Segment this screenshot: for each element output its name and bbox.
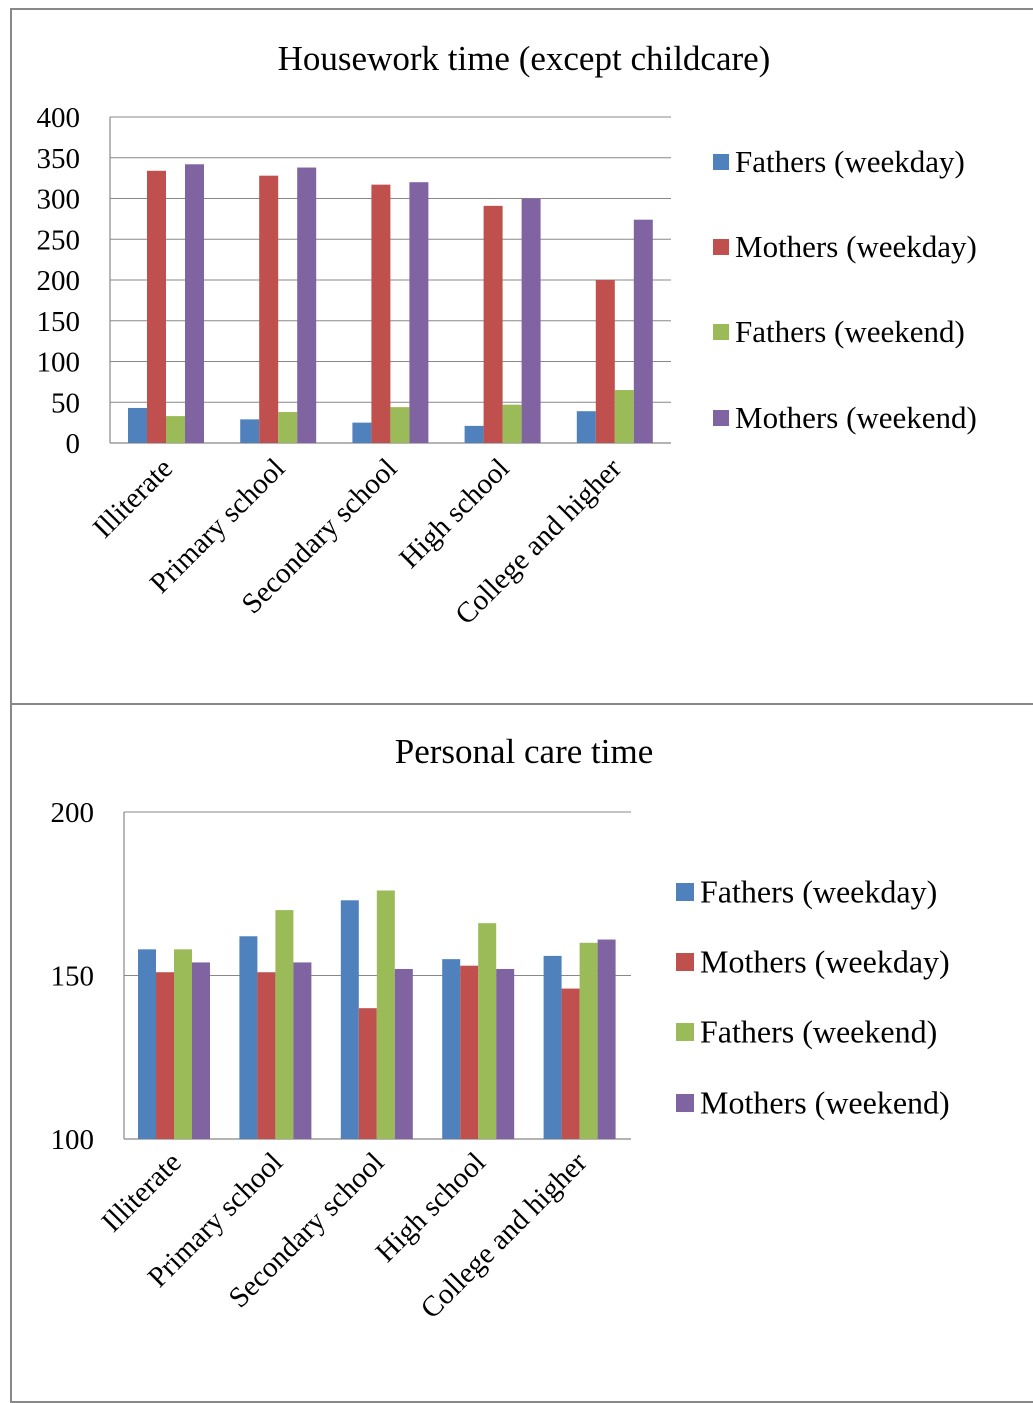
legend-label-housework-1: Mothers (weekday) — [735, 229, 977, 264]
bar-housework-1-2 — [278, 412, 298, 443]
legend-label-personal-care-1: Mothers (weekday) — [700, 944, 950, 980]
legend-label-housework-3: Mothers (weekend) — [735, 400, 977, 435]
legend-swatch-housework-3 — [713, 410, 729, 426]
bar-personal-care-4-0 — [543, 955, 562, 1139]
y-tick-label-housework-50: 50 — [51, 387, 80, 419]
category-label-personal-care-0: Illiterate — [96, 1146, 188, 1238]
bar-personal-care-4-1 — [561, 988, 580, 1139]
bar-personal-care-4-3 — [597, 939, 616, 1139]
category-label-housework-3: High school — [393, 452, 515, 574]
bar-housework-4-2 — [614, 390, 634, 443]
bar-personal-care-0-1 — [156, 972, 174, 1139]
y-tick-label-housework-200: 200 — [37, 265, 81, 297]
y-tick-label-personal-care-100: 100 — [51, 1124, 95, 1156]
bar-housework-0-2 — [166, 416, 185, 443]
bar-personal-care-2-3 — [394, 968, 413, 1139]
bar-personal-care-0-2 — [174, 949, 192, 1139]
y-tick-label-housework-0: 0 — [66, 428, 81, 460]
bar-housework-4-0 — [576, 411, 596, 443]
bar-housework-0-0 — [128, 407, 147, 443]
bar-personal-care-1-0 — [239, 936, 258, 1139]
bar-housework-3-2 — [502, 404, 522, 443]
bar-housework-2-2 — [390, 407, 410, 443]
legend-label-housework-0: Fathers (weekday) — [735, 144, 965, 179]
bar-housework-0-1 — [147, 170, 166, 444]
bar-personal-care-1-2 — [275, 910, 294, 1139]
legend-label-housework-2: Fathers (weekend) — [735, 314, 965, 349]
bar-housework-4-3 — [633, 219, 653, 443]
legend-label-personal-care-2: Fathers (weekend) — [700, 1014, 937, 1050]
bar-personal-care-3-1 — [460, 965, 479, 1139]
bar-housework-2-1 — [371, 184, 391, 443]
legend-swatch-personal-care-0 — [676, 883, 694, 901]
bar-housework-0-3 — [185, 164, 204, 443]
y-tick-label-housework-350: 350 — [37, 143, 81, 175]
y-tick-label-personal-care-150: 150 — [51, 961, 95, 993]
legend-swatch-personal-care-3 — [676, 1094, 694, 1112]
legend-swatch-personal-care-1 — [676, 953, 694, 971]
bar-housework-1-1 — [259, 175, 279, 443]
legend-label-personal-care-0: Fathers (weekday) — [700, 874, 937, 910]
bar-personal-care-1-1 — [257, 972, 276, 1139]
bar-personal-care-2-2 — [376, 890, 395, 1139]
legend-swatch-housework-1 — [713, 239, 729, 255]
bar-personal-care-3-2 — [478, 923, 497, 1139]
bar-personal-care-3-3 — [496, 968, 515, 1139]
bar-personal-care-0-0 — [138, 949, 156, 1139]
legend-swatch-personal-care-2 — [676, 1023, 694, 1041]
y-tick-label-personal-care-200: 200 — [51, 797, 95, 829]
legend-label-personal-care-3: Mothers (weekend) — [700, 1085, 950, 1121]
bar-housework-3-1 — [483, 205, 503, 443]
chart-title-housework: Housework time (except childcare) — [278, 39, 771, 78]
bar-personal-care-2-0 — [340, 900, 359, 1139]
bar-personal-care-4-2 — [579, 942, 598, 1139]
bar-housework-4-1 — [595, 280, 615, 443]
bar-personal-care-1-3 — [293, 962, 312, 1139]
y-tick-label-housework-300: 300 — [37, 184, 81, 216]
legend-swatch-housework-0 — [713, 154, 729, 170]
y-tick-label-housework-400: 400 — [37, 102, 81, 134]
legend-swatch-housework-2 — [713, 324, 729, 340]
bar-housework-2-3 — [409, 182, 429, 443]
bar-housework-3-3 — [521, 198, 541, 443]
bar-housework-2-0 — [352, 422, 372, 443]
bar-housework-1-0 — [240, 419, 260, 443]
bar-housework-3-0 — [464, 425, 484, 443]
y-tick-label-housework-100: 100 — [37, 347, 81, 379]
bar-personal-care-3-0 — [442, 959, 461, 1139]
chart-title-personal-care: Personal care time — [395, 732, 654, 771]
y-tick-label-housework-150: 150 — [37, 306, 81, 338]
y-tick-label-housework-250: 250 — [37, 224, 81, 256]
bar-personal-care-0-3 — [192, 962, 210, 1139]
bar-personal-care-2-1 — [358, 1008, 377, 1139]
bar-housework-1-3 — [297, 167, 317, 443]
category-label-housework-0: Illiterate — [87, 452, 179, 544]
